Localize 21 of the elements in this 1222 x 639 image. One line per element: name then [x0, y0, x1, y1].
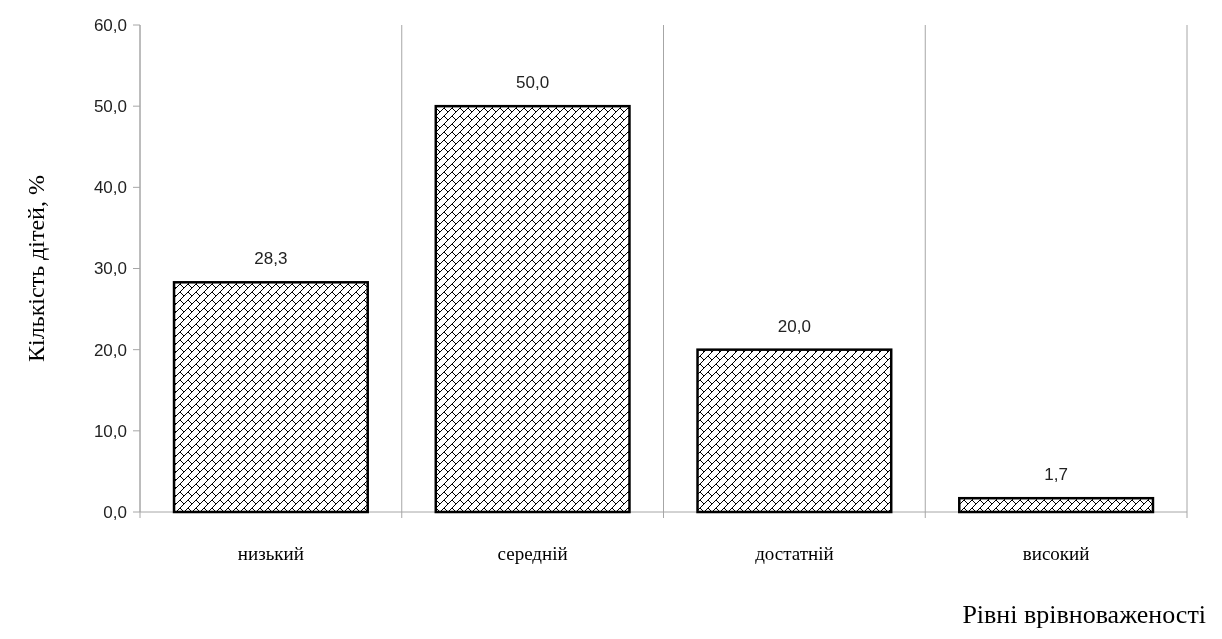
y-tick-label: 40,0: [93, 178, 127, 198]
bar: [958, 496, 1155, 514]
x-axis-title: Рівні врівноваженості: [962, 600, 1206, 629]
y-tick-label: 20,0: [93, 340, 127, 360]
data-label: 20,0: [777, 316, 811, 336]
bar: [696, 348, 893, 514]
data-label: 1,7: [1044, 465, 1068, 485]
x-tick-label: середній: [497, 543, 568, 564]
y-tick-label: 0,0: [103, 502, 127, 522]
y-axis-title: Кількість дітей, %: [23, 175, 49, 362]
x-tick-label: низький: [237, 543, 304, 564]
bar: [434, 104, 631, 514]
data-label: 50,0: [516, 73, 550, 93]
y-tick-label: 10,0: [93, 421, 127, 441]
y-tick-label: 30,0: [93, 259, 127, 279]
x-tick-label: високий: [1022, 543, 1090, 564]
bar: [172, 281, 369, 514]
y-tick-label: 50,0: [93, 97, 127, 117]
y-tick-label: 60,0: [93, 15, 127, 35]
x-tick-label: достатній: [755, 543, 834, 564]
data-label: 28,3: [254, 249, 288, 269]
